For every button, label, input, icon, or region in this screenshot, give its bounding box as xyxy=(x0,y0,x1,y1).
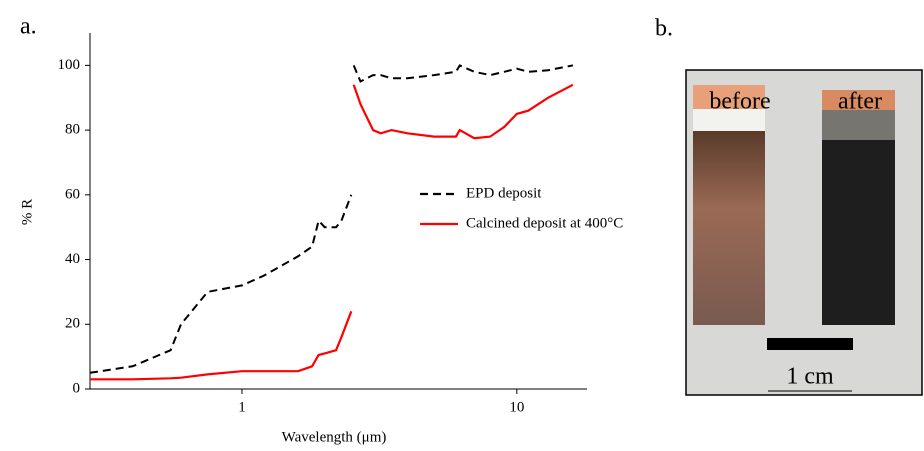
panel-label: a. xyxy=(20,14,37,40)
strip xyxy=(822,140,895,325)
photo-label: before xyxy=(709,89,770,115)
strip xyxy=(693,131,765,325)
strip xyxy=(822,110,895,140)
scale-label: 1 cm xyxy=(786,364,834,390)
y-tick-label: 100 xyxy=(58,57,81,73)
legend-label: Calcined deposit at 400°C xyxy=(466,215,623,231)
copper-tab xyxy=(822,90,895,110)
data-line xyxy=(89,64,574,374)
x-tick-label: 1 xyxy=(238,399,246,415)
photo-label: after xyxy=(838,89,882,115)
data-line xyxy=(90,83,574,381)
photo: b. before after 1 cm xyxy=(655,16,923,396)
x-tick-label: 10 xyxy=(509,399,524,415)
y-tick-label: 60 xyxy=(65,186,80,202)
y-tick-label: 20 xyxy=(65,316,80,332)
y-axis-label: % R xyxy=(19,199,35,225)
scale-bar xyxy=(767,338,853,350)
x-axis-label: Wavelength (μm) xyxy=(282,429,387,445)
copper-tab xyxy=(693,85,765,109)
y-tick-label: 40 xyxy=(65,251,80,267)
y-tick-label: 0 xyxy=(73,380,81,396)
y-tick-label: 80 xyxy=(65,122,80,138)
panel-label: b. xyxy=(655,16,673,42)
strip xyxy=(693,109,765,131)
legend-label: EPD deposit xyxy=(466,185,542,201)
